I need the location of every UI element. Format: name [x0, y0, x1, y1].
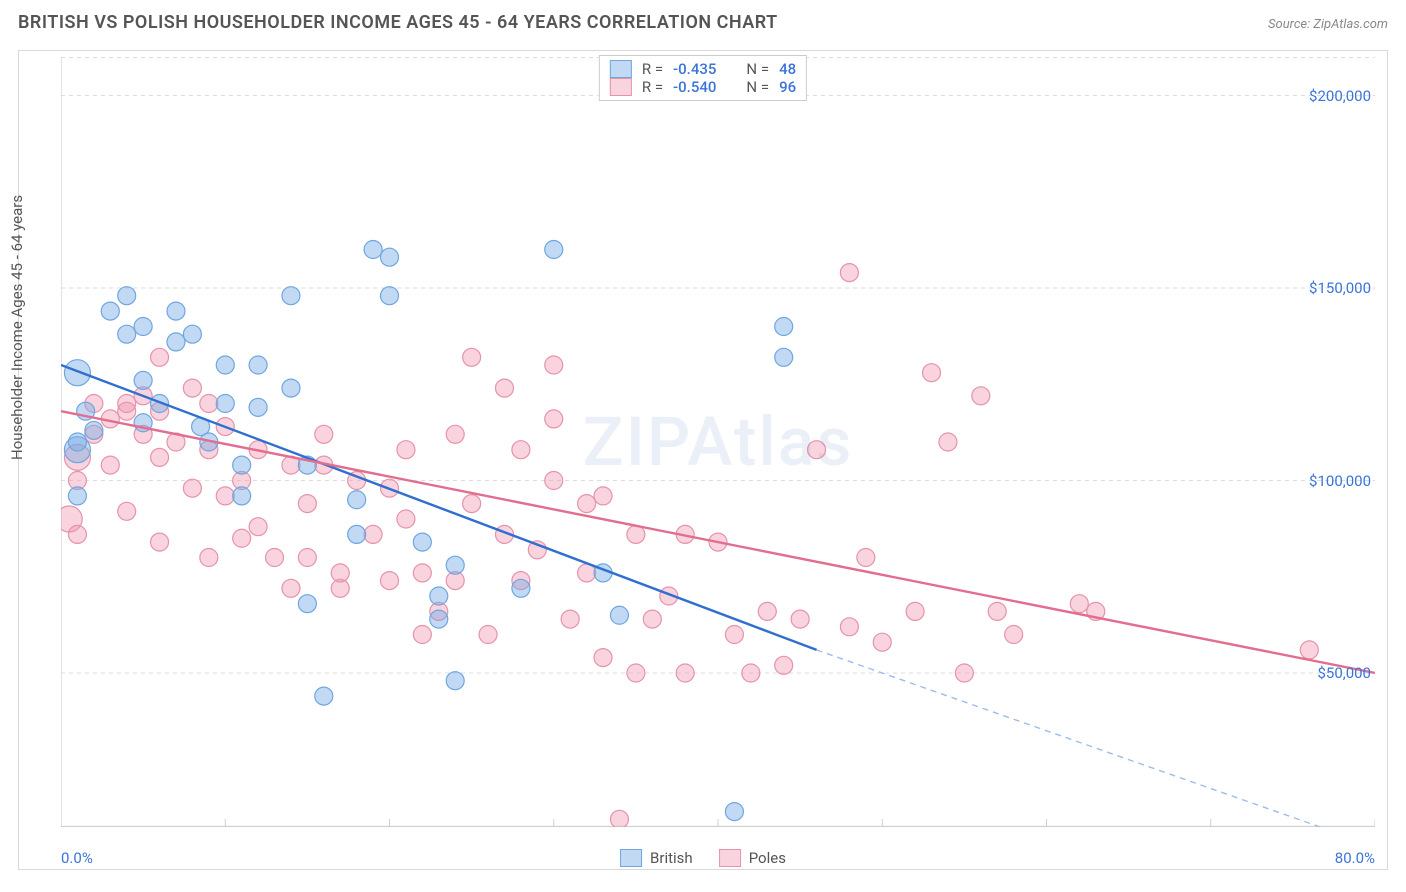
x-axis-max-label: 80.0%: [1335, 849, 1375, 867]
british-label: British: [650, 849, 693, 867]
r-label: R =: [642, 60, 663, 78]
y-axis-label: Householder Income Ages 45 - 64 years: [8, 195, 26, 460]
source-label: Source: ZipAtlas.com: [1268, 17, 1388, 32]
polish-swatch: [610, 78, 632, 96]
r-label: R =: [642, 78, 663, 96]
y-tick-label: $200,000: [1309, 87, 1371, 105]
x-axis-min-label: 0.0%: [61, 849, 93, 867]
n-label: N =: [746, 78, 769, 96]
chart-container: Householder Income Ages 45 - 64 years ZI…: [18, 50, 1388, 870]
y-tick-label: $150,000: [1309, 279, 1371, 297]
polish-swatch: [719, 849, 741, 867]
british-swatch: [620, 849, 642, 867]
british-n-value: 48: [779, 60, 796, 78]
y-tick-label: $50,000: [1317, 664, 1371, 682]
y-tick-label: $100,000: [1309, 472, 1371, 490]
british-r-value: -0.435: [673, 60, 716, 78]
n-label: N =: [746, 60, 769, 78]
polish-r-value: -0.540: [673, 78, 716, 96]
british-swatch: [610, 60, 632, 78]
chart-title: BRITISH VS POLISH HOUSEHOLDER INCOME AGE…: [18, 12, 778, 33]
plot-area: ZIPAtlas: [61, 57, 1375, 827]
polish-n-value: 96: [779, 78, 796, 96]
series-legend: British Poles: [620, 849, 786, 867]
polish-label: Poles: [749, 849, 786, 867]
stats-legend: R = -0.435 N = 48 R = -0.540 N = 96: [599, 55, 807, 101]
scatter-chart: [61, 57, 1375, 827]
